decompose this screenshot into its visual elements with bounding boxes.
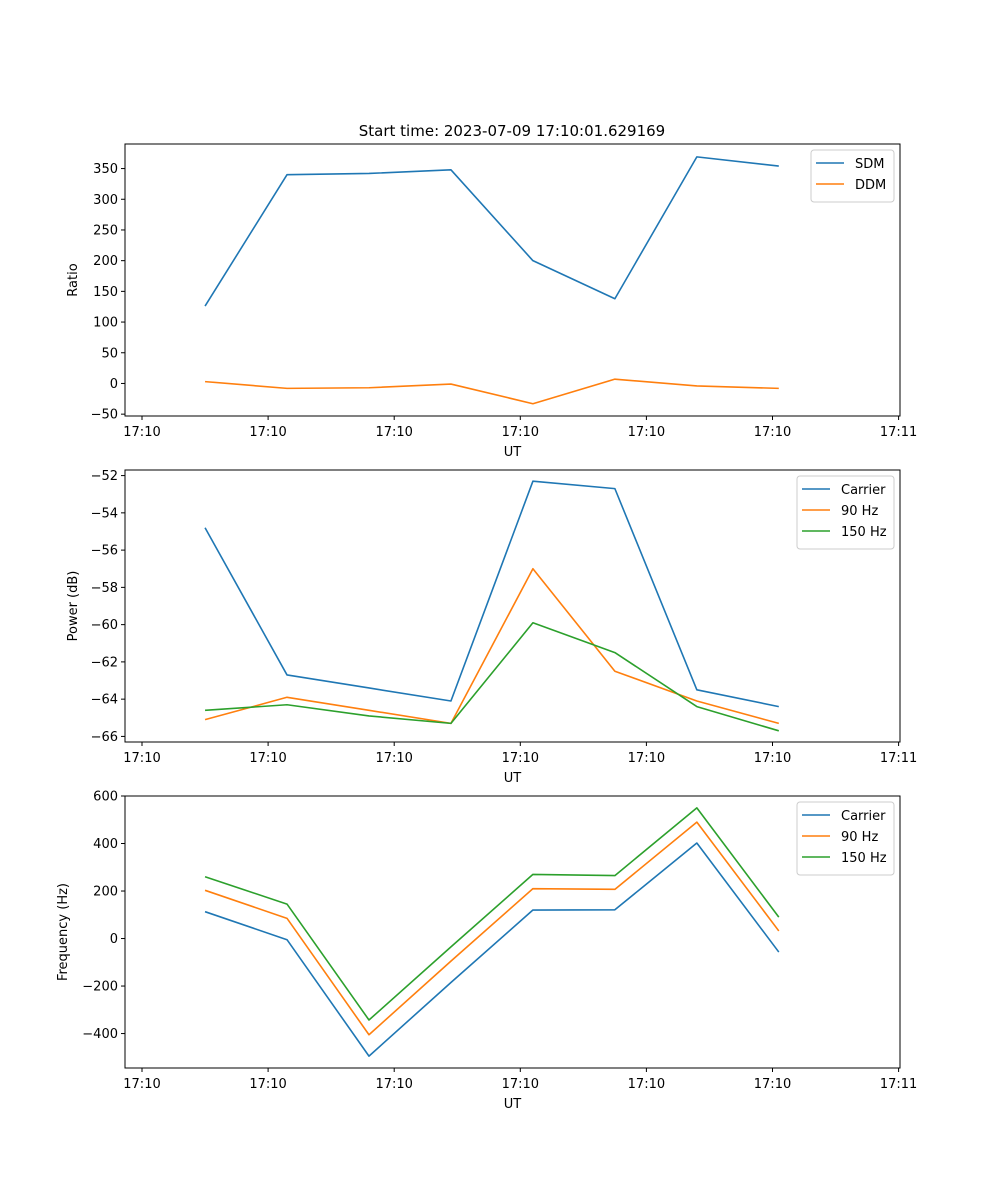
x-tick-label: 17:10 — [375, 751, 412, 766]
y-tick-label: 100 — [93, 316, 118, 331]
x-tick-label: 17:10 — [123, 425, 160, 440]
y-tick-label: −52 — [91, 469, 118, 484]
x-tick-label: 17:11 — [880, 751, 917, 766]
x-tick-label: 17:10 — [754, 751, 791, 766]
x-tick-label: 17:10 — [249, 751, 286, 766]
series-line-carrier — [204, 480, 779, 708]
x-tick-label: 17:10 — [502, 1077, 539, 1092]
subplot-3: 17:10 17:10 17:10 17:10 17:10 17:10 17:11 UT −40… — [56, 790, 917, 1113]
series-line-carrier — [204, 842, 780, 1057]
series-line-150-hz — [204, 621, 780, 732]
y-tick-label: −60 — [91, 618, 118, 633]
y-tick-label: −58 — [91, 581, 118, 596]
y-tick-label: 600 — [93, 790, 118, 805]
series-line-90-hz — [204, 567, 780, 725]
y-tick-label: −400 — [82, 1027, 118, 1042]
legend-label: Carrier — [841, 809, 886, 824]
legend: Carrier 90 Hz 150 Hz — [796, 801, 895, 876]
y-tick-label: 300 — [93, 193, 118, 208]
y-tick-label: −200 — [82, 980, 118, 995]
y-tick-label: −66 — [91, 730, 118, 745]
x-tick-label: 17:10 — [628, 425, 665, 440]
x-tick-label: 17:10 — [502, 425, 539, 440]
y-tick-label: 250 — [93, 223, 118, 238]
legend-label: DDM — [855, 178, 886, 193]
series-line-sdm — [204, 156, 779, 307]
x-tick-label: 17:10 — [754, 1077, 791, 1092]
series-line-90-hz — [204, 821, 780, 1036]
x-tick-label: 17:11 — [880, 1077, 917, 1092]
x-tick-label: 17:10 — [754, 425, 791, 440]
axes-frame — [124, 795, 901, 1069]
x-tick-label: 17:10 — [249, 1077, 286, 1092]
x-tick-label: 17:10 — [123, 751, 160, 766]
y-tick-label: −54 — [91, 506, 118, 521]
figure-title: Start time: 2023-07-09 17:10:01.629169 — [359, 122, 665, 140]
subplot-2: 17:10 17:10 17:10 17:10 17:10 17:10 17:11 UT −66… — [66, 469, 917, 786]
series-line-150-hz — [204, 807, 780, 1021]
x-tick-label: 17:11 — [880, 425, 917, 440]
subplot-1: 17:10 17:10 17:10 17:10 17:10 17:10 17:11 UT −50… — [66, 143, 917, 460]
y-tick-label: 400 — [93, 837, 118, 852]
legend-label: 90 Hz — [841, 830, 878, 845]
y-tick-label: 200 — [93, 885, 118, 900]
y-tick-label: −62 — [91, 655, 118, 670]
x-axis-label: UT — [504, 771, 522, 786]
y-axis-label: Frequency (Hz) — [56, 883, 71, 981]
legend-label: 150 Hz — [841, 525, 887, 540]
legend: Carrier 90 Hz 150 Hz — [796, 475, 895, 550]
y-tick-label: −64 — [91, 693, 118, 708]
legend-label: 150 Hz — [841, 851, 887, 866]
x-tick-label: 17:10 — [628, 1077, 665, 1092]
y-tick-label: 50 — [101, 346, 118, 361]
y-tick-label: −56 — [91, 544, 118, 559]
x-axis-label: UT — [504, 445, 522, 460]
y-tick-label: 350 — [93, 162, 118, 177]
x-tick-label: 17:10 — [628, 751, 665, 766]
y-axis-label: Power (dB) — [66, 571, 81, 642]
legend: SDM DDM — [810, 149, 895, 203]
x-tick-label: 17:10 — [375, 1077, 412, 1092]
x-tick-label: 17:10 — [375, 425, 412, 440]
axes-frame — [124, 469, 901, 743]
series-line-ddm — [204, 378, 779, 405]
x-axis-label: UT — [504, 1097, 522, 1112]
x-tick-label: 17:10 — [123, 1077, 160, 1092]
legend-label: SDM — [855, 157, 884, 172]
x-tick-label: 17:10 — [249, 425, 286, 440]
y-axis-label: Ratio — [66, 263, 81, 296]
y-tick-label: 0 — [110, 932, 118, 947]
y-tick-label: −50 — [91, 408, 118, 423]
y-tick-label: 200 — [93, 254, 118, 269]
subplots: 17:10 17:10 17:10 17:10 17:10 17:10 17:11 UT −50… — [56, 143, 917, 1113]
x-tick-label: 17:10 — [502, 751, 539, 766]
y-tick-label: 150 — [93, 285, 118, 300]
y-tick-label: 0 — [110, 377, 118, 392]
legend-label: 90 Hz — [841, 504, 878, 519]
legend-label: Carrier — [841, 483, 886, 498]
axes-frame — [124, 143, 901, 417]
